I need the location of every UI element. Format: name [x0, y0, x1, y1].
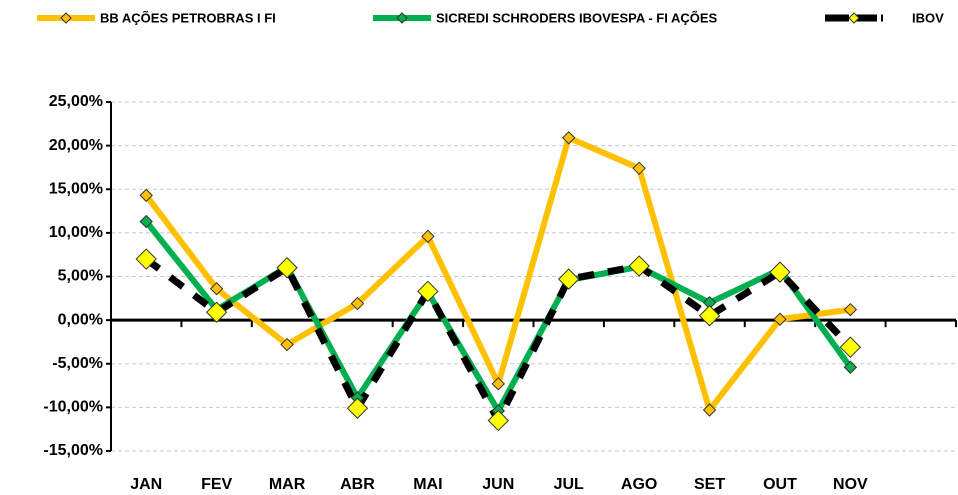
y-tick-label: -10,00% — [43, 399, 103, 416]
marker — [839, 336, 862, 358]
marker — [417, 280, 439, 303]
x-tick-label: ABR — [340, 476, 375, 493]
x-tick-label: AGO — [621, 476, 657, 493]
marker — [280, 337, 294, 352]
y-tick-label: -15,00% — [43, 442, 103, 459]
legend-marker — [396, 12, 408, 24]
y-tick-label: 0,00% — [58, 311, 103, 328]
marker — [632, 161, 646, 176]
marker — [139, 214, 153, 229]
x-tick-label: FEV — [201, 476, 232, 493]
marker — [558, 268, 580, 290]
series-line — [143, 134, 851, 413]
marker — [135, 248, 157, 270]
marker — [487, 409, 509, 432]
marker — [702, 403, 717, 417]
marker — [773, 312, 787, 326]
marker — [843, 302, 858, 317]
marker — [421, 229, 435, 244]
x-tick-label: NOV — [833, 476, 868, 493]
legend-marker — [60, 12, 72, 24]
marker — [205, 301, 228, 323]
y-tick-label: 20,00% — [49, 137, 103, 154]
x-tick-label: JUL — [554, 476, 584, 493]
marker — [350, 296, 365, 311]
y-tick-label: 25,00% — [49, 93, 103, 110]
marker — [628, 255, 650, 277]
marker — [491, 377, 505, 391]
marker — [139, 188, 153, 203]
legend-label: IBOV — [912, 10, 944, 25]
x-tick-label: OUT — [763, 476, 797, 493]
x-tick-label: JAN — [130, 476, 162, 493]
marker — [276, 257, 298, 279]
x-tick-label: MAI — [413, 476, 442, 493]
legend-marker — [848, 12, 860, 24]
marker — [843, 360, 858, 374]
legend-label: BB AÇÕES PETROBRAS I FI — [100, 10, 276, 25]
marker — [769, 261, 791, 283]
marker — [346, 397, 369, 419]
y-tick-label: 5,00% — [58, 268, 103, 285]
marker — [209, 282, 224, 296]
y-tick-label: 15,00% — [49, 180, 103, 197]
y-tick-label: -5,00% — [52, 355, 103, 372]
marker — [698, 305, 721, 327]
marker — [562, 131, 576, 145]
x-tick-label: SET — [694, 476, 725, 493]
legend-label: SICREDI SCHRODERS IBOVESPA - FI AÇÕES — [436, 10, 718, 25]
y-tick-label: 10,00% — [49, 224, 103, 241]
x-tick-label: JUN — [482, 476, 514, 493]
x-tick-label: MAR — [269, 476, 306, 493]
